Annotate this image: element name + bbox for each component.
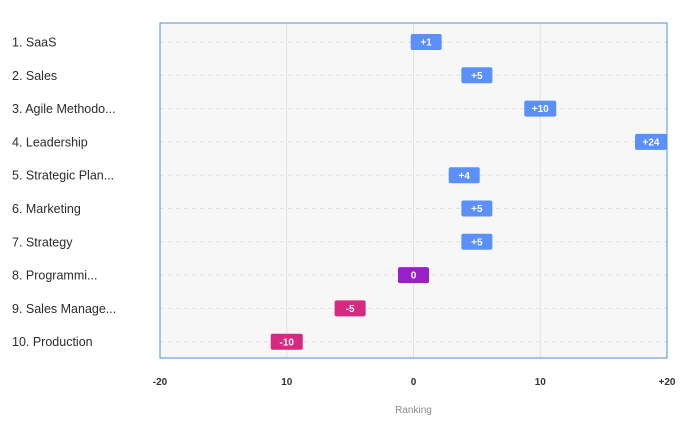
ranking-value: +10: [532, 104, 549, 115]
ranking-value: 0: [411, 271, 417, 282]
ranking-value: -10: [280, 337, 295, 348]
plot-frame: [159, 22, 668, 359]
row-label: 10. Production: [12, 335, 93, 349]
row-label: 5. Strategic Plan...: [12, 169, 114, 183]
ranking-markers: +1 +5 +10 +24 +4 +5 +5 0 -5 -10: [270, 34, 667, 350]
ranking-badge: [334, 300, 366, 317]
x-tick-label: 10: [281, 377, 293, 388]
ranking-marker: 0: [398, 267, 429, 284]
ranking-value: +1: [420, 38, 432, 49]
ranking-badge: [398, 267, 429, 284]
ranking-marker: -5: [334, 300, 366, 317]
x-tick-label: +20: [659, 377, 676, 388]
ranking-value: +4: [458, 171, 470, 182]
row-label: 1. SaaS: [12, 36, 56, 50]
ranking-value: +5: [471, 71, 483, 82]
row-label: 9. Sales Manage...: [12, 302, 116, 316]
row-label: 8. Programmi...: [12, 269, 97, 283]
ranking-marker: +5: [461, 233, 493, 250]
x-tick-label: 10: [535, 377, 547, 388]
ranking-value: +5: [471, 204, 483, 215]
x-tick-label: 0: [411, 377, 417, 388]
ranking-value: +24: [643, 138, 660, 149]
row-label: 7. Strategy: [12, 235, 73, 249]
ranking-badge: [448, 167, 480, 184]
ranking-value: -5: [346, 304, 355, 315]
ranking-marker: -10: [270, 333, 303, 350]
x-axis-title: Ranking: [395, 405, 432, 416]
ranking-badge: [635, 133, 667, 150]
x-axis-ticks: -20 10 0 10 +20: [153, 377, 676, 388]
ranking-marker: +4: [448, 167, 480, 184]
ranking-marker: +5: [461, 200, 493, 217]
ranking-marker: +24: [635, 133, 667, 150]
ranking-badge: [461, 200, 493, 217]
row-labels: 1. SaaS 2. Sales 3. Agile Methodo... 4. Lea…: [12, 36, 116, 350]
row-label: 4. Leadership: [12, 135, 88, 149]
ranking-marker: +5: [461, 67, 493, 84]
ranking-badge: [461, 233, 493, 250]
ranking-marker: +1: [410, 34, 442, 50]
ranking-marker: +10: [524, 100, 557, 117]
ranking-badge: [270, 333, 303, 350]
x-tick-label: -20: [153, 377, 168, 388]
ranking-badge: [461, 67, 493, 84]
ranking-badge: [524, 100, 557, 117]
ranking-value: +5: [471, 237, 483, 248]
ranking-badge: [410, 34, 442, 50]
grid-layer: [160, 23, 667, 358]
row-label: 2. Sales: [12, 69, 57, 83]
row-label: 3. Agile Methodo...: [12, 102, 116, 116]
row-label: 6. Marketing: [12, 202, 81, 216]
